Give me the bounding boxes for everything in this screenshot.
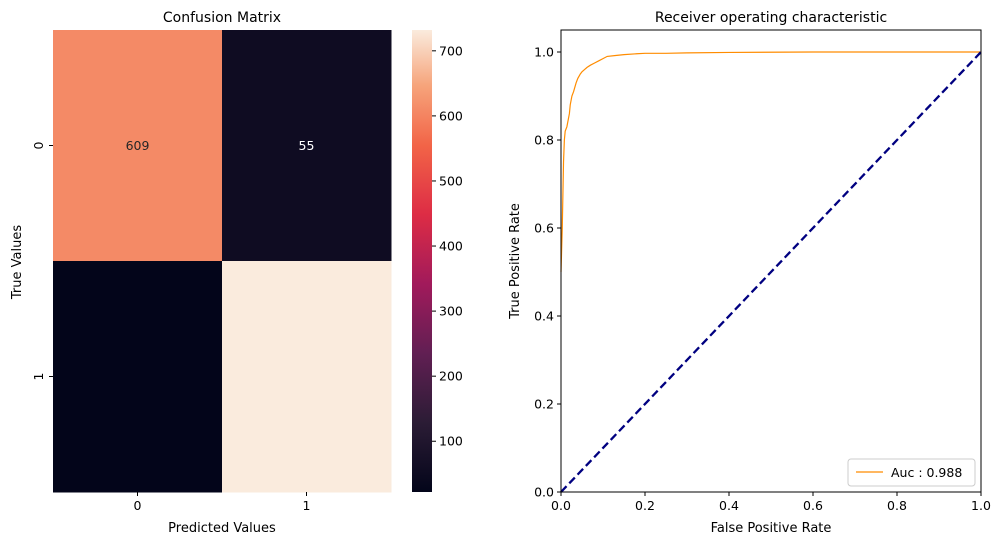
colorbar-tick-label: 100 [439,434,463,449]
roc-xtick-label: 0.4 [719,498,739,513]
colorbar-tick-label: 600 [439,108,463,123]
roc-ytick-label: 0.0 [534,485,554,500]
roc-ytick-label: 0.8 [534,133,554,148]
heatmap-ytick-label: 0 [31,141,46,149]
heatmap-ytick-label: 1 [31,373,46,381]
roc-ytick-label: 0.6 [534,221,554,236]
colorbar-tick-label: 200 [439,369,463,384]
roc-xtick-label: 0.2 [635,498,655,513]
heatmap-ticks: 0 1 0 1 [31,141,310,513]
roc-lines [560,51,982,493]
roc-ytick-label: 1.0 [534,45,554,60]
heatmap-xtick-label: 1 [303,498,311,513]
colorbar-gradient [412,30,432,492]
roc-xtick-label: 0.6 [803,498,823,513]
colorbar: 100 200 300 400 500 600 700 [412,30,463,492]
heatmap-xtick-label: 0 [134,498,142,513]
roc-title: Receiver operating characteristic [655,10,887,26]
heatmap-cell [222,30,392,262]
roc-ticks: 0.0 0.2 0.4 0.6 0.8 1.0 0.0 0.2 0.4 0.6 0.8 1.0 [534,45,991,514]
chance-diagonal-line [560,51,982,493]
colorbar-tick-label: 700 [439,43,463,58]
heatmap-cell [53,30,223,262]
roc-xtick-label: 1.0 [971,498,991,513]
colorbar-tick-label: 400 [439,239,463,254]
roc-xlabel: False Positive Rate [711,521,832,536]
legend-label: Auc : 0.988 [891,465,962,480]
roc-xtick-label: 0.0 [551,498,571,513]
heatmap-annotation: 609 [126,138,150,153]
heatmap-cell [53,261,223,493]
roc-ytick-label: 0.4 [534,309,554,324]
heatmap-xlabel: Predicted Values [168,521,276,536]
colorbar-tick-label: 500 [439,173,463,188]
heatmap-title: Confusion Matrix [163,10,281,26]
heatmap-ylabel: True Values [10,225,25,300]
roc-legend: Auc : 0.988 [847,458,976,487]
colorbar-ticks: 100 200 300 400 500 600 700 [432,43,463,449]
heatmap-cells: 609 55 [53,30,392,493]
roc-axes-frame [560,29,982,493]
heatmap-annotation: 55 [299,138,315,153]
roc-xtick-label: 0.8 [887,498,907,513]
roc-ylabel: True Positive Rate [508,203,523,320]
roc-ytick-label: 0.2 [534,397,554,412]
roc-curve [560,51,981,273]
legend-frame [847,458,976,487]
confusion-matrix-panel: Confusion Matrix 609 55 0 1 0 1 Predicted Va… [10,10,392,536]
roc-panel: Receiver operating characteristic 0.0 0.2… [508,10,991,536]
colorbar-tick-label: 300 [439,304,463,319]
heatmap-cell [222,261,392,493]
